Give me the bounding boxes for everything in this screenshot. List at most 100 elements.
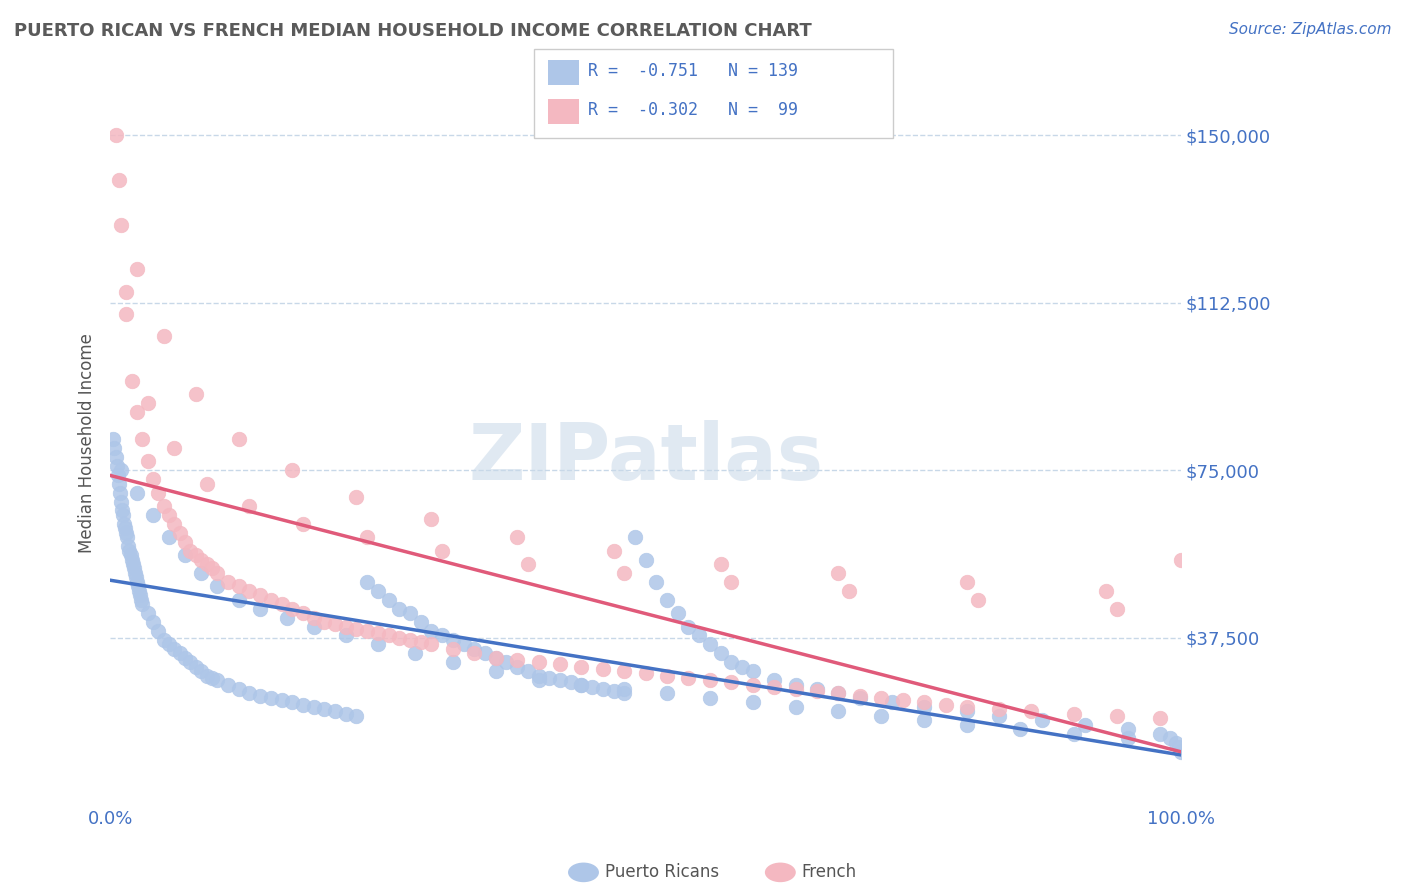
Point xyxy=(560,675,582,690)
Point xyxy=(956,699,979,714)
Point xyxy=(195,476,218,491)
Point xyxy=(136,454,159,468)
Point xyxy=(1074,717,1097,731)
Point xyxy=(117,539,139,553)
Point xyxy=(474,646,496,660)
Point xyxy=(260,690,283,705)
Point xyxy=(125,262,148,277)
Point xyxy=(112,516,135,531)
Point xyxy=(441,641,464,656)
Point xyxy=(827,704,849,718)
Point xyxy=(655,592,678,607)
Point xyxy=(785,699,807,714)
Point xyxy=(430,543,453,558)
Point xyxy=(228,592,250,607)
Point xyxy=(174,534,197,549)
Point xyxy=(118,543,141,558)
Point xyxy=(827,686,849,700)
Point xyxy=(592,681,614,696)
Point xyxy=(666,606,689,620)
Point xyxy=(1149,726,1171,740)
Point xyxy=(613,681,636,696)
Point xyxy=(107,476,129,491)
Point xyxy=(485,664,508,678)
Point xyxy=(110,218,132,232)
Point xyxy=(806,681,828,696)
Point xyxy=(335,706,357,721)
Point xyxy=(281,695,304,709)
Point xyxy=(323,704,346,718)
Point xyxy=(1019,704,1042,718)
Point xyxy=(302,619,325,633)
Point xyxy=(107,467,129,482)
Text: PUERTO RICAN VS FRENCH MEDIAN HOUSEHOLD INCOME CORRELATION CHART: PUERTO RICAN VS FRENCH MEDIAN HOUSEHOLD … xyxy=(14,22,811,40)
Point xyxy=(988,702,1011,716)
Point xyxy=(655,668,678,682)
Point xyxy=(125,485,148,500)
Point xyxy=(1010,722,1032,736)
Point xyxy=(356,624,378,638)
Point xyxy=(260,592,283,607)
Point xyxy=(849,690,872,705)
Point xyxy=(103,441,125,455)
Point xyxy=(128,583,150,598)
Point xyxy=(238,686,260,700)
Point xyxy=(1105,708,1128,723)
Point xyxy=(678,619,700,633)
Point xyxy=(516,664,538,678)
Point xyxy=(870,690,893,705)
Point xyxy=(1105,601,1128,615)
Point xyxy=(404,646,426,660)
Point xyxy=(785,681,807,696)
Point xyxy=(184,659,207,673)
Point xyxy=(1159,731,1181,745)
Point xyxy=(184,387,207,401)
Text: Source: ZipAtlas.com: Source: ZipAtlas.com xyxy=(1229,22,1392,37)
Point xyxy=(114,521,136,535)
Point xyxy=(1170,552,1192,566)
Point xyxy=(741,677,763,691)
Point xyxy=(571,677,593,691)
Point xyxy=(152,329,174,343)
Point xyxy=(377,592,399,607)
Point xyxy=(453,637,475,651)
Text: Puerto Ricans: Puerto Ricans xyxy=(605,863,718,881)
Point xyxy=(142,615,165,629)
Point xyxy=(1170,745,1192,759)
Point xyxy=(120,548,142,562)
Point xyxy=(190,566,212,580)
Point xyxy=(125,405,148,419)
Point xyxy=(157,637,180,651)
Point xyxy=(527,655,550,669)
Point xyxy=(110,463,132,477)
Point xyxy=(195,668,218,682)
Point xyxy=(430,628,453,642)
Point xyxy=(409,635,432,649)
Point xyxy=(190,552,212,566)
Point xyxy=(763,673,786,687)
Point xyxy=(174,650,197,665)
Point xyxy=(527,673,550,687)
Point xyxy=(613,566,636,580)
Point xyxy=(207,673,229,687)
Point xyxy=(169,646,191,660)
Point xyxy=(388,601,411,615)
Point xyxy=(111,508,134,522)
Point xyxy=(880,695,903,709)
Point xyxy=(548,657,571,672)
Point xyxy=(136,606,159,620)
Point xyxy=(249,588,271,602)
Point xyxy=(763,680,786,694)
Point xyxy=(346,490,368,504)
Point xyxy=(129,592,152,607)
Point xyxy=(870,708,893,723)
Point xyxy=(463,646,485,660)
Point xyxy=(238,583,260,598)
Point xyxy=(485,650,508,665)
Point xyxy=(207,566,229,580)
Point xyxy=(678,671,700,685)
Point xyxy=(645,574,668,589)
Point xyxy=(302,610,325,624)
Point xyxy=(291,516,314,531)
Point xyxy=(129,588,152,602)
